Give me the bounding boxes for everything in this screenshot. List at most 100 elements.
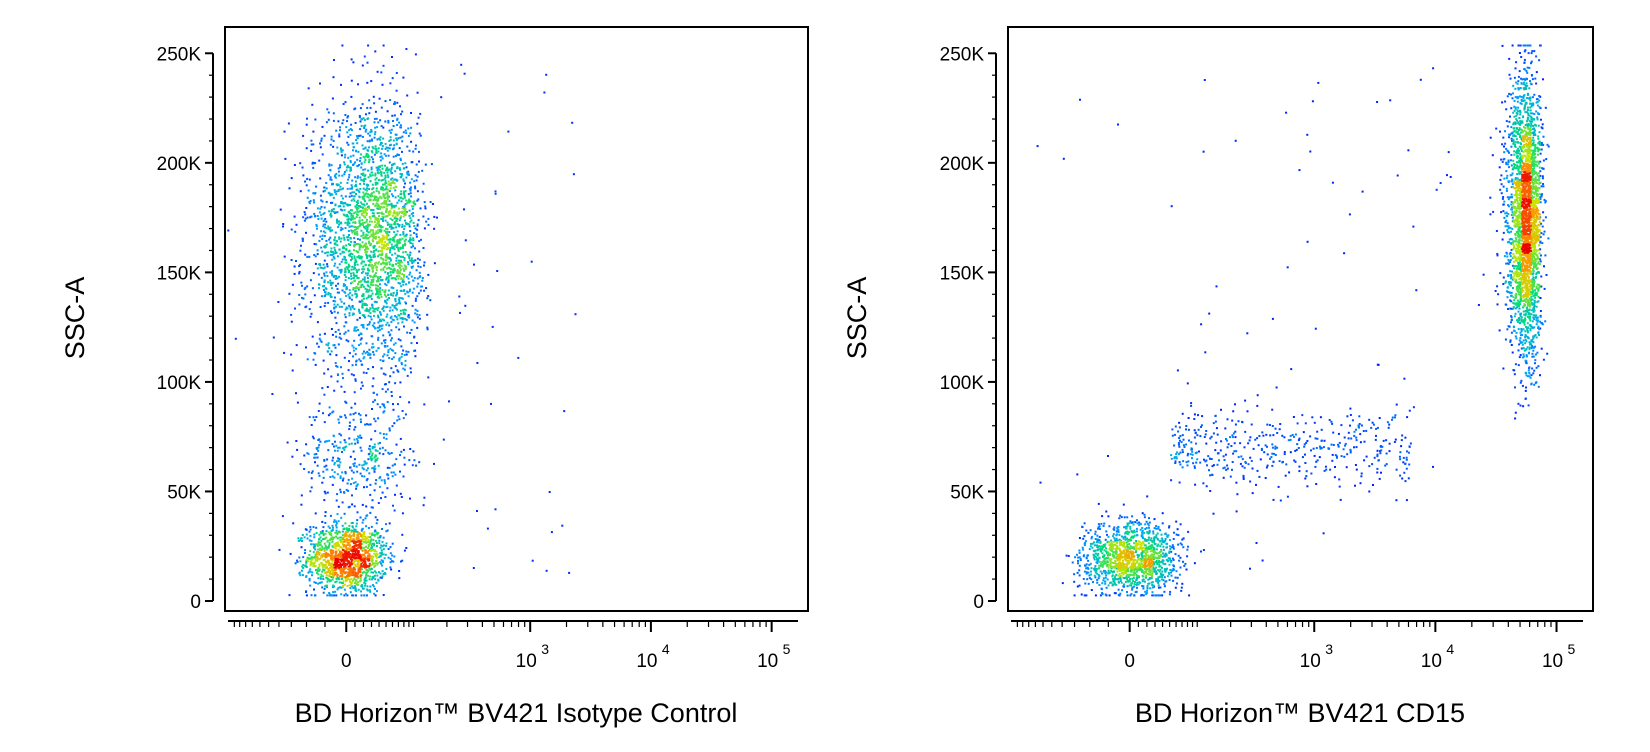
event-dot <box>404 214 407 216</box>
event-dot <box>408 214 411 217</box>
event-dot <box>328 163 331 166</box>
event-dot <box>328 545 331 548</box>
event-dot <box>409 230 412 232</box>
event-dot <box>341 524 344 527</box>
event-dot <box>332 565 335 568</box>
event-dot <box>310 594 313 597</box>
event-dot <box>348 352 351 355</box>
event-dot <box>415 233 418 236</box>
event-dot <box>1288 471 1291 474</box>
event-dot <box>350 268 353 271</box>
event-dot <box>366 187 368 190</box>
event-dot <box>377 167 380 170</box>
event-dot <box>1501 160 1504 163</box>
event-dot <box>320 137 323 140</box>
event-dot <box>359 516 362 519</box>
event-dot <box>352 567 355 570</box>
event-dot <box>278 548 281 551</box>
y-tick-label: 200K <box>157 154 202 175</box>
event-dot <box>339 271 342 274</box>
event-dot <box>363 533 365 536</box>
event-dot <box>330 534 333 537</box>
event-dot <box>416 199 419 202</box>
event-dot <box>1304 453 1306 456</box>
event-dot <box>314 558 317 560</box>
event-dot <box>386 388 389 391</box>
event-dot <box>1256 437 1259 440</box>
event-dot <box>372 534 375 536</box>
event-dot <box>360 574 363 577</box>
event-dot <box>351 265 354 268</box>
event-dot <box>372 585 375 588</box>
event-dot <box>376 590 378 593</box>
event-dot <box>376 182 379 185</box>
event-dot <box>1540 118 1542 121</box>
event-dot <box>568 571 571 574</box>
event-dot <box>366 257 369 259</box>
event-dot <box>1242 478 1245 480</box>
event-dot <box>400 200 403 203</box>
event-dot <box>350 225 353 228</box>
event-dot <box>400 190 403 193</box>
event-dot <box>323 499 326 502</box>
event-dot <box>404 317 407 320</box>
event-dot <box>283 255 286 258</box>
event-dot <box>343 439 346 442</box>
event-dot <box>364 552 367 555</box>
event-dot <box>308 530 311 533</box>
event-dot <box>384 256 387 259</box>
event-dot <box>386 198 389 201</box>
event-dot <box>1224 453 1227 456</box>
event-dot <box>333 191 336 194</box>
event-dot <box>392 349 395 352</box>
event-dot <box>369 264 372 267</box>
event-dot <box>332 251 334 254</box>
event-dot <box>320 230 323 233</box>
event-dot <box>317 218 320 220</box>
event-dot <box>409 234 412 237</box>
event-dot <box>374 578 377 581</box>
event-dot <box>384 299 387 302</box>
event-dot <box>304 180 307 183</box>
event-dot <box>373 314 375 317</box>
event-dot <box>356 263 359 266</box>
event-dot <box>359 571 362 574</box>
event-dot <box>328 527 331 529</box>
event-dot <box>294 562 297 565</box>
event-dot <box>338 466 341 469</box>
event-dot <box>1219 449 1222 452</box>
event-dot <box>367 223 369 226</box>
event-dot <box>364 251 367 254</box>
event-dot <box>380 253 383 256</box>
event-dot <box>388 129 391 132</box>
event-dot <box>366 156 369 159</box>
event-dot <box>403 167 406 170</box>
event-dot <box>338 174 341 177</box>
event-dot <box>395 257 398 260</box>
event-dot <box>323 465 326 468</box>
event-dot <box>328 575 331 578</box>
event-dot <box>366 245 369 248</box>
event-dot <box>360 363 363 366</box>
event-dot <box>1181 582 1184 585</box>
event-dot <box>402 312 405 315</box>
event-dot <box>305 533 308 536</box>
event-dot <box>350 298 353 301</box>
event-dot <box>366 226 369 229</box>
event-dot <box>375 187 378 190</box>
event-dot <box>1204 351 1207 354</box>
event-dot <box>369 483 372 486</box>
event-dot <box>395 246 398 249</box>
event-dot <box>1083 535 1086 538</box>
event-dot <box>387 351 390 354</box>
event-dot <box>365 213 368 216</box>
event-dot <box>361 246 364 249</box>
event-dot <box>1220 408 1222 411</box>
event-dot <box>1498 166 1501 169</box>
event-dot <box>358 543 361 546</box>
event-dot <box>304 217 307 220</box>
event-dot <box>316 321 319 324</box>
event-dot <box>330 550 333 553</box>
event-dot <box>404 301 407 304</box>
event-dot <box>1354 484 1356 487</box>
